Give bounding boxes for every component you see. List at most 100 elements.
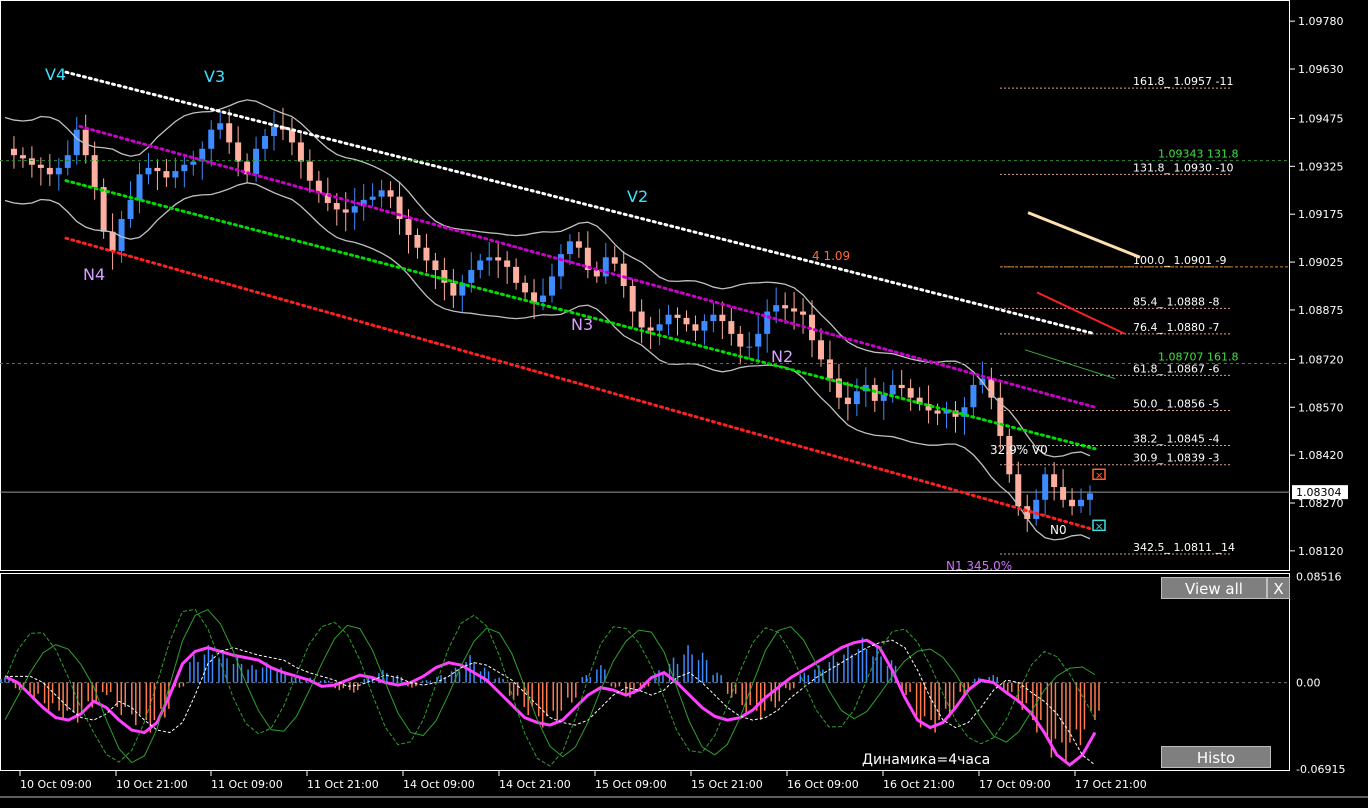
candle-body (737, 333, 744, 347)
fib-level-label: 342.5_ 1.0811 _14 (1133, 541, 1235, 554)
candle-body (235, 142, 242, 162)
fib-level-label: 30.9_ 1.0839 -3 (1133, 452, 1219, 465)
wave-marker-label: N2 (771, 347, 793, 366)
candle-body (522, 282, 529, 293)
candle-body (1006, 435, 1013, 475)
candle-body (710, 314, 717, 322)
candle-body (988, 378, 995, 398)
candle-body (297, 142, 304, 162)
close-panel-button[interactable]: X (1267, 577, 1290, 599)
dynamics-annotation: Динамика=4часа (862, 752, 991, 768)
time-tick-label: 16 Oct 09:00 (787, 778, 859, 791)
time-tick-label: 16 Oct 21:00 (883, 778, 955, 791)
price-tick-label: 1.08720 (1298, 353, 1344, 366)
candle-body (217, 123, 224, 130)
candle-body (961, 407, 968, 417)
candle-body (360, 199, 367, 207)
candle-body (351, 206, 358, 213)
time-tick-label: 11 Oct 21:00 (307, 778, 379, 791)
candle-body (28, 158, 35, 165)
histo-button[interactable]: Histo (1161, 746, 1271, 768)
candle-body (154, 167, 161, 172)
fib-level-label: 161.8_ 1.0957 -11 (1133, 75, 1233, 88)
candle-body (342, 209, 349, 213)
sell-marker-glyph: × (1095, 470, 1103, 481)
candle-body (46, 167, 53, 175)
fib-levels-group: 161.8_ 1.0957 -11 131.8_ 1.0930 -10 100.0_… (1000, 75, 1235, 555)
candle-body (504, 260, 511, 267)
green-dotted-channel (64, 179, 1097, 451)
view-all-button[interactable]: View all (1161, 577, 1267, 599)
candle-body (459, 282, 466, 296)
candle-body (37, 164, 44, 168)
candle-body (477, 260, 484, 271)
candle-body (970, 384, 977, 408)
candle-body (369, 196, 376, 200)
candle-body (656, 324, 663, 331)
price-tick-label: 1.09325 (1298, 160, 1344, 173)
wave-marker-label: N1 345.0% (946, 559, 1012, 573)
candle-body (91, 155, 98, 188)
candle-body (226, 123, 233, 143)
candle-body (835, 378, 842, 398)
candle-body (755, 333, 762, 347)
current-price-label: 1.08304 (1296, 486, 1342, 499)
candle-body (629, 286, 636, 312)
projection-line-cream (1027, 211, 1141, 259)
candle-body (647, 327, 654, 331)
candle-body (306, 161, 313, 181)
wave-marker-label: N0 (1050, 523, 1067, 537)
white-dotted-trendline (64, 70, 1097, 336)
time-tick-label: 15 Oct 21:00 (691, 778, 763, 791)
candle-body (943, 410, 950, 414)
wave-marker-label: V2 (627, 187, 648, 206)
candle-body (19, 155, 26, 159)
time-tick-label: 11 Oct 09:00 (211, 778, 283, 791)
price-tick-label: 1.08570 (1298, 401, 1344, 414)
candle-body (782, 305, 789, 309)
candle-body (495, 257, 502, 261)
candle-body (262, 136, 269, 149)
candle-body (809, 314, 816, 341)
price-tick-label: 1.09630 (1298, 63, 1344, 76)
candle-body (602, 257, 609, 277)
osc-tick-label: 0.00 (1296, 677, 1321, 690)
lower-band-line (4, 182, 1091, 541)
candle-body (1078, 499, 1085, 507)
candle-body (55, 167, 62, 175)
osc-tick-label: -0.06915 (1296, 763, 1345, 776)
price-tick-label: 1.08120 (1298, 545, 1344, 558)
candle-body (898, 384, 905, 389)
target-level-label: 1.09343 131.8 (1158, 148, 1238, 161)
candle-body (826, 359, 833, 379)
candle-body (620, 263, 627, 286)
candle-body (324, 193, 331, 204)
price-tick-label: 1.08875 (1298, 304, 1344, 317)
candle-body (1087, 493, 1093, 500)
candle-body (145, 167, 152, 175)
fib-level-label: 131.8_ 1.0930 -10 (1133, 161, 1233, 174)
price-tick-label: 1.09175 (1298, 208, 1344, 221)
candle-body (513, 266, 520, 283)
wave-marker-label: V4 (45, 65, 66, 84)
sell-marker-box (1092, 468, 1106, 481)
candle-body (665, 314, 672, 325)
candle-body (396, 196, 403, 219)
candle-body (414, 234, 421, 248)
candle-body (109, 231, 116, 251)
fib-level-label: 85.4_ 1.0888 -8 (1133, 295, 1219, 308)
candle-body (997, 397, 1004, 436)
time-tick-label: 10 Oct 09:00 (20, 778, 92, 791)
candle-body (692, 324, 699, 331)
candle-body (1069, 499, 1076, 507)
osc-main-line (4, 638, 1097, 767)
candle-body (333, 203, 340, 210)
candle-body (1015, 474, 1022, 507)
fib-level-label: 50.0_ 1.0856 -5 (1133, 397, 1219, 410)
candle-body (405, 218, 412, 235)
candle-body (746, 346, 753, 348)
upper-band-line (4, 99, 1091, 458)
candle-body (1042, 474, 1049, 500)
candle-body (387, 190, 394, 197)
